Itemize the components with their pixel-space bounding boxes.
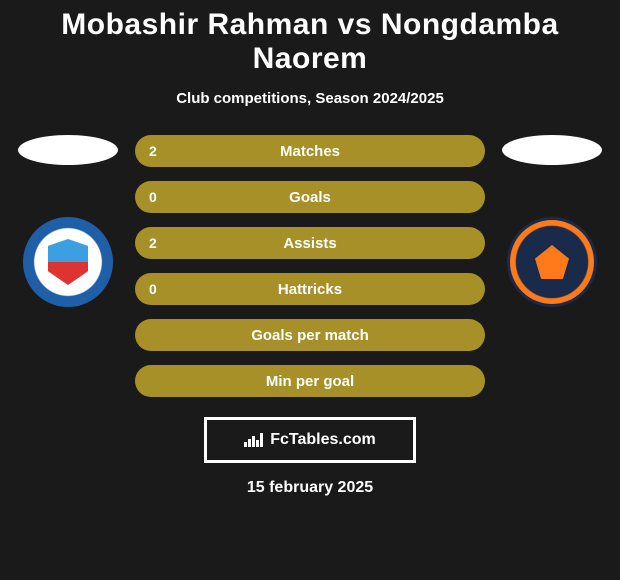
stat-bar-assists: 2 Assists xyxy=(135,227,485,259)
comparison-infographic: Mobashir Rahman vs Nongdamba Naorem Club… xyxy=(0,0,620,580)
stat-bar-matches: 2 Matches xyxy=(135,135,485,167)
bars-icon xyxy=(244,433,264,447)
page-subtitle: Club competitions, Season 2024/2025 xyxy=(176,90,444,107)
stat-bar-hattricks: 0 Hattricks xyxy=(135,273,485,305)
stats-bars: 2 Matches 0 Goals 2 Assists 0 Hattricks … xyxy=(135,135,485,397)
stat-left-value: 2 xyxy=(149,235,157,251)
stat-bar-goals-per-match: Goals per match xyxy=(135,319,485,351)
stat-label: Min per goal xyxy=(266,373,354,390)
left-club-badge xyxy=(23,217,113,307)
right-player-photo-placeholder xyxy=(502,135,602,165)
stat-label: Matches xyxy=(280,143,340,160)
stat-bar-min-per-goal: Min per goal xyxy=(135,365,485,397)
watermark-text: FcTables.com xyxy=(270,431,376,449)
page-title: Mobashir Rahman vs Nongdamba Naorem xyxy=(0,8,620,76)
right-club-badge xyxy=(507,217,597,307)
stat-label: Assists xyxy=(283,235,336,252)
shield-icon xyxy=(48,239,88,285)
stat-bar-goals: 0 Goals xyxy=(135,181,485,213)
footer-date: 15 february 2025 xyxy=(247,479,373,497)
stat-left-value: 0 xyxy=(149,281,157,297)
stat-label: Goals xyxy=(289,189,331,206)
left-player-column xyxy=(13,135,123,307)
stat-label: Goals per match xyxy=(251,327,369,344)
right-player-column xyxy=(497,135,607,307)
main-row: 2 Matches 0 Goals 2 Assists 0 Hattricks … xyxy=(0,135,620,397)
pentagon-icon xyxy=(535,245,569,279)
watermark: FcTables.com xyxy=(204,417,416,463)
stat-left-value: 0 xyxy=(149,189,157,205)
stat-label: Hattricks xyxy=(278,281,342,298)
left-player-photo-placeholder xyxy=(18,135,118,165)
stat-left-value: 2 xyxy=(149,143,157,159)
